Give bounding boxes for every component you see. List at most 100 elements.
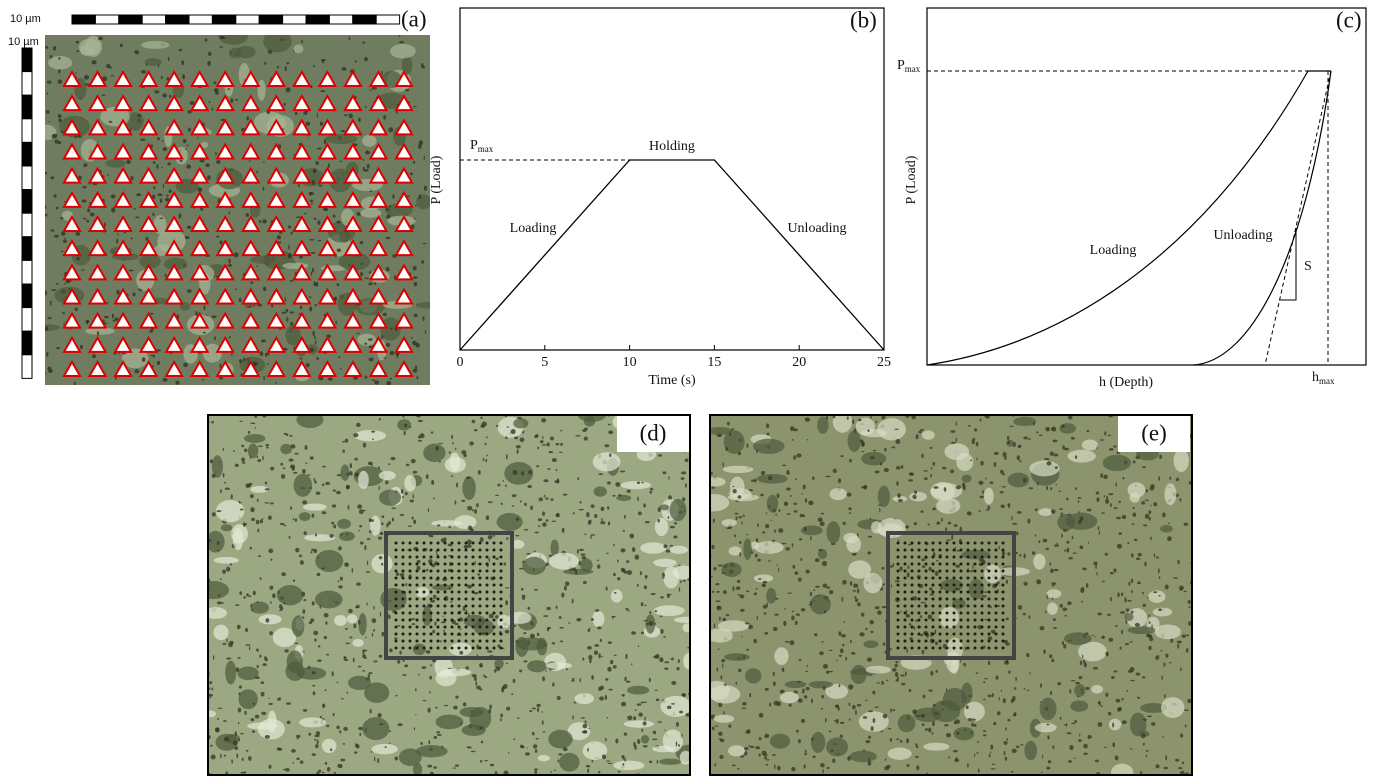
texture [1047,594,1048,599]
texture [1138,553,1142,557]
texture [303,503,327,510]
texture [1023,478,1027,482]
texture [1158,568,1160,573]
texture [265,502,270,503]
indent [479,563,482,566]
texture [685,458,689,462]
texture [900,740,903,743]
texture [1081,546,1083,549]
texture [283,769,286,770]
hmax-label: hmax [1312,370,1335,386]
texture [1180,668,1182,671]
texture [594,514,597,518]
scale-label: 10 µm [8,36,39,48]
texture [920,615,923,618]
indent [967,612,970,615]
texture [433,595,436,599]
indent [932,640,935,643]
texture [741,636,742,638]
texture [111,208,115,213]
texture [649,760,652,763]
texture [870,416,872,419]
texture [652,746,675,753]
indent [897,570,900,573]
texture [1083,753,1088,755]
texture [977,741,979,743]
texture [255,427,256,429]
texture [624,515,626,519]
indent [437,619,440,622]
page: {"panel_a":{"label":"(a)","scale_top":"1… [0,0,1376,776]
texture [163,147,167,151]
texture [287,650,303,673]
texture [680,580,682,583]
indent [904,591,907,594]
texture [250,507,254,512]
texture [109,121,113,123]
texture [356,423,361,427]
texture [354,430,386,441]
texture [244,711,246,715]
indent [995,591,998,594]
texture [806,687,810,691]
texture [623,570,627,573]
indent [911,612,914,615]
texture [654,623,655,625]
texture [796,730,799,733]
texture [415,205,416,207]
texture [463,702,466,706]
texture [1033,554,1045,570]
texture [1078,520,1081,524]
texture [298,183,300,187]
texture [434,736,438,739]
texture [643,745,648,747]
texture [228,264,233,267]
texture [364,57,368,62]
texture [1066,723,1067,726]
texture [311,272,312,276]
texture [315,304,317,306]
indent [437,633,440,636]
texture [946,733,951,737]
texture [293,762,294,764]
indent [932,598,935,601]
texture [994,462,997,467]
texture [322,772,324,773]
texture [1015,677,1017,681]
indent [904,549,907,552]
texture [362,650,364,655]
indent [925,605,928,608]
texture [517,717,519,719]
texture [256,648,259,651]
texture [58,119,61,123]
indent [486,591,489,594]
indent [500,640,503,643]
texture [1016,746,1020,749]
texture [1051,509,1056,514]
texture [314,281,315,285]
texture [746,443,748,448]
unloading-curve [1193,71,1331,365]
texture [743,515,745,517]
texture [618,771,621,773]
texture [872,691,875,695]
texture [1035,508,1038,511]
texture [1050,691,1052,695]
texture [627,686,649,695]
texture [216,728,220,733]
texture [865,628,867,630]
texture [1109,448,1113,451]
texture [399,651,401,655]
texture [1051,659,1054,662]
texture [267,363,268,365]
texture [495,558,499,561]
texture [667,594,672,595]
texture [921,558,925,561]
texture [832,759,835,763]
indent [995,626,998,629]
texture [459,629,461,630]
texture [1046,767,1050,770]
texture [606,587,608,591]
texture [915,620,918,622]
texture [769,702,771,706]
